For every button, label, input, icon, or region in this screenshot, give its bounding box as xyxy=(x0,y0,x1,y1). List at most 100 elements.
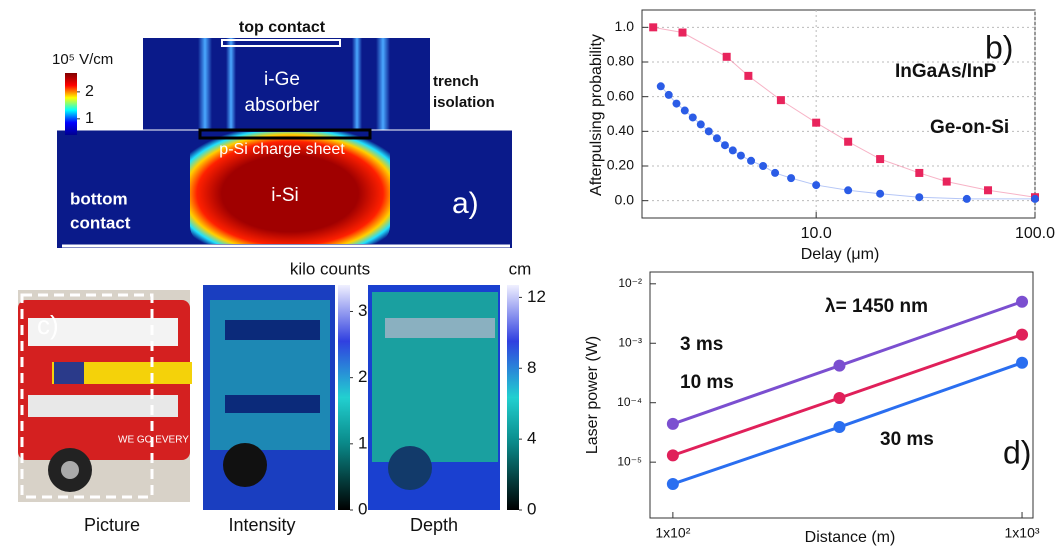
field xyxy=(190,132,390,244)
series-label: 3 ms xyxy=(680,334,723,355)
depth-bus xyxy=(372,292,498,462)
marker xyxy=(666,417,679,430)
x-tick-label: 10.0 xyxy=(801,225,832,242)
marker xyxy=(1031,194,1039,203)
marker xyxy=(844,137,853,146)
y-axis-title: Afterpulsing probability xyxy=(588,34,605,196)
colorbar-title: 10⁵ V/cm xyxy=(52,51,113,68)
colorbar xyxy=(338,285,350,510)
marker xyxy=(876,155,885,164)
x-axis-title: Delay (μm) xyxy=(801,246,880,263)
marker xyxy=(666,477,679,490)
caption: Picture xyxy=(84,515,140,535)
marker xyxy=(962,194,971,203)
series-line xyxy=(672,333,1023,457)
colorbar-tick-label: 2 xyxy=(358,367,367,386)
bus-windows xyxy=(28,395,178,417)
marker xyxy=(736,151,745,160)
marker xyxy=(915,193,924,202)
colorbar-tick-label: 0 xyxy=(358,499,367,518)
y-tick-label: 0.40 xyxy=(607,122,634,138)
marker xyxy=(876,189,885,198)
series-line xyxy=(653,26,1036,198)
series-label: Ge-on-Si xyxy=(930,117,1009,138)
y-tick-label: 0.20 xyxy=(607,157,634,173)
x-tick-label: 100.0 xyxy=(1015,225,1055,242)
glow xyxy=(226,38,236,130)
depth-window xyxy=(385,318,495,338)
colorbar-tick-label: 0 xyxy=(527,499,536,518)
marker xyxy=(1016,356,1029,369)
marker xyxy=(666,449,679,462)
marker xyxy=(696,120,705,129)
series-label: InGaAs/InP xyxy=(895,61,997,82)
marker xyxy=(776,96,785,105)
marker xyxy=(844,186,853,195)
marker xyxy=(712,134,721,143)
panel-a: top contact i-Ge absorber trench isolati… xyxy=(52,19,512,248)
annotation: d) xyxy=(1003,434,1031,470)
bus-banner xyxy=(52,362,192,384)
annotation: b) xyxy=(985,29,1013,65)
colorbar-title: kilo counts xyxy=(290,259,370,278)
panel-c: WE GO EVERY c) Picture Intensity Depth k… xyxy=(18,259,532,535)
y-tick-label: 10⁻² xyxy=(618,276,642,290)
crop-box xyxy=(20,293,154,499)
marker xyxy=(759,162,768,170)
marker xyxy=(664,90,673,99)
series-label: 10 ms xyxy=(680,372,734,393)
colorbar-tick-label: 1 xyxy=(85,110,94,127)
label: isolation xyxy=(433,94,495,111)
series-label: 30 ms xyxy=(880,429,934,450)
x-tick-label: 1x10² xyxy=(655,525,690,541)
y-tick-label: 10⁻⁴ xyxy=(617,395,642,409)
marker xyxy=(1016,328,1029,341)
marker xyxy=(744,71,753,80)
y-tick-label: 0.60 xyxy=(607,87,634,103)
marker xyxy=(649,23,658,32)
y-tick-label: 1.0 xyxy=(615,18,635,34)
charge-sheet xyxy=(198,128,372,140)
label: p-Si charge sheet xyxy=(219,141,345,158)
marker xyxy=(812,118,821,127)
marker xyxy=(833,359,846,372)
marker xyxy=(678,28,687,37)
marker xyxy=(672,99,681,108)
glow xyxy=(352,38,362,130)
annotation: λ= 1450 nm xyxy=(825,296,928,317)
label: bottom xyxy=(70,189,128,208)
panel-label: c) xyxy=(37,310,59,340)
colorbar-tick-label: 4 xyxy=(527,429,536,448)
label: i-Si xyxy=(271,185,298,206)
hub xyxy=(61,461,79,479)
bus-text: WE GO EVERY xyxy=(118,435,189,446)
plot-frame xyxy=(649,271,1034,519)
colorbar-title: cm xyxy=(509,259,532,278)
series-line xyxy=(672,300,1023,426)
top-contact xyxy=(221,39,341,47)
marker xyxy=(704,127,713,136)
marker xyxy=(787,174,796,183)
label: i-Ge xyxy=(264,69,300,90)
y-tick-label: 0.80 xyxy=(607,53,634,69)
x-axis-title: Distance (m) xyxy=(805,529,896,546)
marker xyxy=(720,141,729,150)
y-tick-label: 10⁻³ xyxy=(618,335,642,349)
colorbar xyxy=(507,285,519,510)
caption: Intensity xyxy=(228,515,295,535)
y-tick-label: 0.0 xyxy=(615,191,635,207)
marker xyxy=(1016,295,1029,308)
label: trench xyxy=(433,73,479,90)
marker xyxy=(728,146,737,155)
marker xyxy=(688,113,697,122)
marker xyxy=(812,181,821,190)
flag xyxy=(54,362,84,384)
glow xyxy=(198,38,212,130)
marker xyxy=(771,168,780,177)
intensity-window xyxy=(225,320,320,340)
intensity-window xyxy=(225,395,320,413)
marker xyxy=(680,106,689,115)
marker xyxy=(833,421,846,434)
colorbar-tick-label: 12 xyxy=(527,287,546,306)
